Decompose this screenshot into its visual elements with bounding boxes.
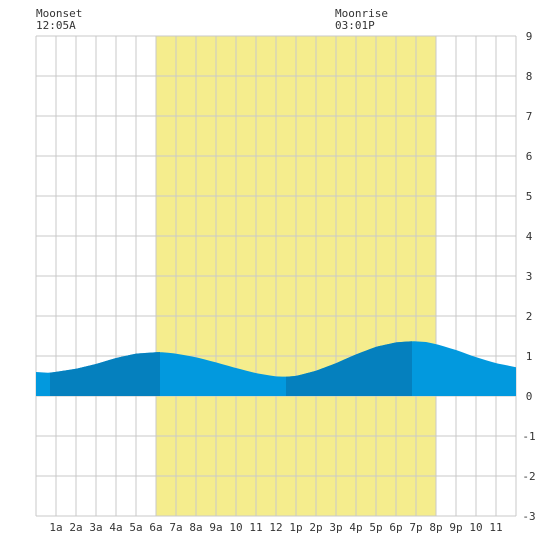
- x-tick-label: 3p: [329, 521, 342, 534]
- x-tick-label: 9p: [449, 521, 462, 534]
- x-tick-labels: 1a 2a 3a 4a 5a 6a 7a 8a 9a 10 11 12 1p 2p 3p 4p 5p 6p 7p 8p…: [49, 521, 502, 534]
- y-tick-label: 0: [526, 390, 533, 403]
- moonset-label: Moonset: [36, 7, 82, 20]
- x-tick-label: 9a: [209, 521, 222, 534]
- x-tick-label: 5p: [369, 521, 382, 534]
- moonrise-label: Moonrise: [335, 7, 388, 20]
- y-tick-labels: 9 8 7 6 5 4 3 2 1 0 -1 -2 -3: [522, 30, 535, 523]
- x-tick-label: 8p: [429, 521, 442, 534]
- y-tick-label: 8: [526, 70, 533, 83]
- x-tick-label: 7a: [169, 521, 182, 534]
- x-tick-label: 8a: [189, 521, 202, 534]
- x-tick-label: 3a: [89, 521, 102, 534]
- x-tick-label: 10: [469, 521, 482, 534]
- x-tick-label: 10: [229, 521, 242, 534]
- x-tick-label: 1a: [49, 521, 62, 534]
- x-tick-label: 11: [249, 521, 262, 534]
- y-tick-label: -3: [522, 510, 535, 523]
- tide-area: [36, 341, 516, 396]
- moonset-time: 12:05A: [36, 19, 76, 32]
- x-tick-label: 6p: [389, 521, 402, 534]
- y-tick-label: 5: [526, 190, 533, 203]
- x-tick-label: 4a: [109, 521, 122, 534]
- x-tick-label: 2a: [69, 521, 82, 534]
- y-tick-label: 2: [526, 310, 533, 323]
- y-tick-label: 9: [526, 30, 533, 43]
- x-tick-label: 12: [269, 521, 282, 534]
- x-tick-label: 2p: [309, 521, 322, 534]
- x-tick-label: 7p: [409, 521, 422, 534]
- y-tick-label: 1: [526, 350, 533, 363]
- tide-area-shaded: [50, 352, 160, 396]
- x-tick-label: 6a: [149, 521, 162, 534]
- y-tick-label: -1: [522, 430, 535, 443]
- x-tick-label: 11: [489, 521, 502, 534]
- y-tick-label: -2: [522, 470, 535, 483]
- y-tick-label: 7: [526, 110, 533, 123]
- x-tick-label: 5a: [129, 521, 142, 534]
- y-tick-label: 4: [526, 230, 533, 243]
- x-tick-label: 1p: [289, 521, 302, 534]
- y-tick-label: 3: [526, 270, 533, 283]
- moonrise-time: 03:01P: [335, 19, 375, 32]
- y-tick-label: 6: [526, 150, 533, 163]
- x-tick-label: 4p: [349, 521, 362, 534]
- tide-area-shaded: [286, 341, 412, 396]
